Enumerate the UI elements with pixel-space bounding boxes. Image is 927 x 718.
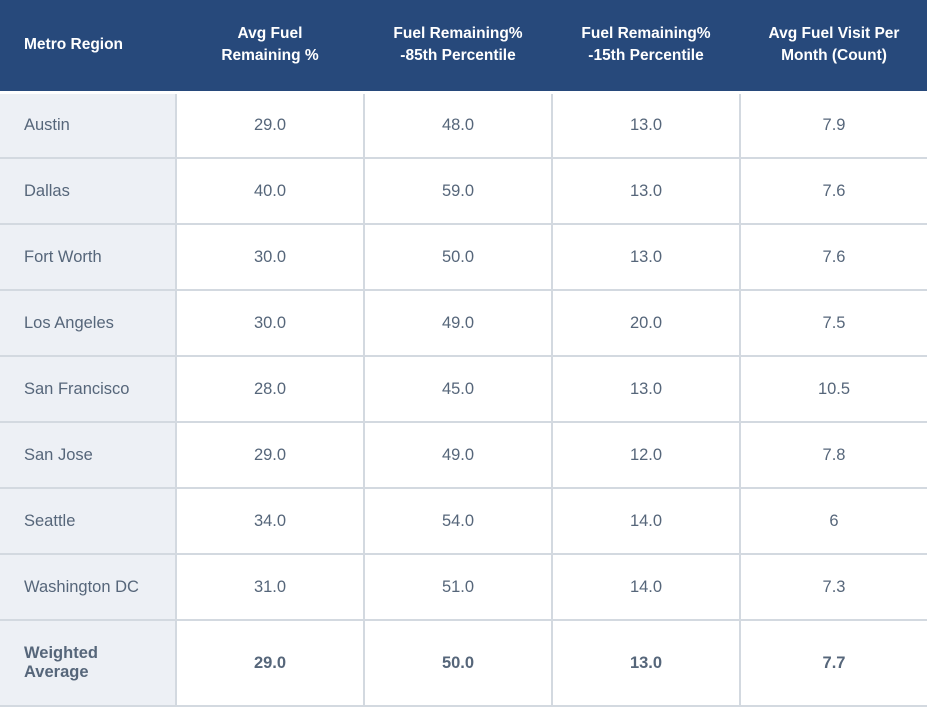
table-row-san-francisco: San Francisco 28.0 45.0 13.0 10.5 bbox=[0, 355, 927, 423]
value-cell: 49.0 bbox=[363, 421, 553, 489]
value-cell: 12.0 bbox=[551, 421, 741, 489]
value-cell: 29.0 bbox=[175, 91, 365, 159]
value-cell: 50.0 bbox=[363, 619, 553, 707]
value-cell: 30.0 bbox=[175, 223, 365, 291]
value-cell: 6 bbox=[739, 487, 927, 555]
value-cell: 7.3 bbox=[739, 553, 927, 621]
value-cell: 49.0 bbox=[363, 289, 553, 357]
value-cell: 7.5 bbox=[739, 289, 927, 357]
value-cell: 59.0 bbox=[363, 157, 553, 225]
region-cell: Weighted Average bbox=[0, 619, 177, 707]
column-header-fuel-remaining: Fuel Remaining% -15th Percentile bbox=[552, 0, 740, 94]
value-cell: 10.5 bbox=[739, 355, 927, 423]
summary-row: Weighted Average 29.0 50.0 13.0 7.7 bbox=[0, 619, 927, 707]
region-cell: Austin bbox=[0, 91, 177, 159]
value-cell: 54.0 bbox=[363, 487, 553, 555]
table-body: Austin 29.0 48.0 13.0 7.9 Dallas 40.0 59.0 13.0 7… bbox=[0, 91, 927, 707]
header-row: Metro Region Avg Fuel Remaining % Fuel Rem… bbox=[0, 0, 927, 94]
table-row-austin: Austin 29.0 48.0 13.0 7.9 bbox=[0, 91, 927, 159]
table-row-los-angeles: Los Angeles 30.0 49.0 20.0 7.5 bbox=[0, 289, 927, 357]
region-cell: Los Angeles bbox=[0, 289, 177, 357]
value-cell: 13.0 bbox=[551, 619, 741, 707]
value-cell: 7.7 bbox=[739, 619, 927, 707]
region-cell: Washington DC bbox=[0, 553, 177, 621]
value-cell: 13.0 bbox=[551, 91, 741, 159]
table-row-dallas: Dallas 40.0 59.0 13.0 7.6 bbox=[0, 157, 927, 225]
value-cell: 13.0 bbox=[551, 223, 741, 291]
value-cell: 7.6 bbox=[739, 223, 927, 291]
table-row-fort-worth: Fort Worth 30.0 50.0 13.0 7.6 bbox=[0, 223, 927, 291]
column-header-metro-region: Metro Region bbox=[0, 0, 176, 94]
value-cell: 7.8 bbox=[739, 421, 927, 489]
region-cell: Dallas bbox=[0, 157, 177, 225]
region-cell: San Francisco bbox=[0, 355, 177, 423]
value-cell: 13.0 bbox=[551, 157, 741, 225]
value-cell: 14.0 bbox=[551, 553, 741, 621]
column-header-avg-fuel: Avg Fuel Remaining % bbox=[176, 0, 364, 94]
value-cell: 31.0 bbox=[175, 553, 365, 621]
value-cell: 51.0 bbox=[363, 553, 553, 621]
region-cell: Seattle bbox=[0, 487, 177, 555]
value-cell: 13.0 bbox=[551, 355, 741, 423]
column-header-fuel-remaining: Fuel Remaining% -85th Percentile bbox=[364, 0, 552, 94]
table-row-seattle: Seattle 34.0 54.0 14.0 6 bbox=[0, 487, 927, 555]
value-cell: 20.0 bbox=[551, 289, 741, 357]
value-cell: 29.0 bbox=[175, 421, 365, 489]
value-cell: 40.0 bbox=[175, 157, 365, 225]
value-cell: 14.0 bbox=[551, 487, 741, 555]
value-cell: 7.6 bbox=[739, 157, 927, 225]
region-cell: San Jose bbox=[0, 421, 177, 489]
column-header-avg-fuel-visit-per: Avg Fuel Visit Per Month (Count) bbox=[740, 0, 927, 94]
value-cell: 50.0 bbox=[363, 223, 553, 291]
value-cell: 48.0 bbox=[363, 91, 553, 159]
value-cell: 45.0 bbox=[363, 355, 553, 423]
region-cell: Fort Worth bbox=[0, 223, 177, 291]
value-cell: 30.0 bbox=[175, 289, 365, 357]
value-cell: 28.0 bbox=[175, 355, 365, 423]
value-cell: 7.9 bbox=[739, 91, 927, 159]
table-row-san-jose: San Jose 29.0 49.0 12.0 7.8 bbox=[0, 421, 927, 489]
value-cell: 34.0 bbox=[175, 487, 365, 555]
table-header: Metro Region Avg Fuel Remaining % Fuel Rem… bbox=[0, 0, 927, 94]
table-row-washington-dc: Washington DC 31.0 51.0 14.0 7.3 bbox=[0, 553, 927, 621]
value-cell: 29.0 bbox=[175, 619, 365, 707]
